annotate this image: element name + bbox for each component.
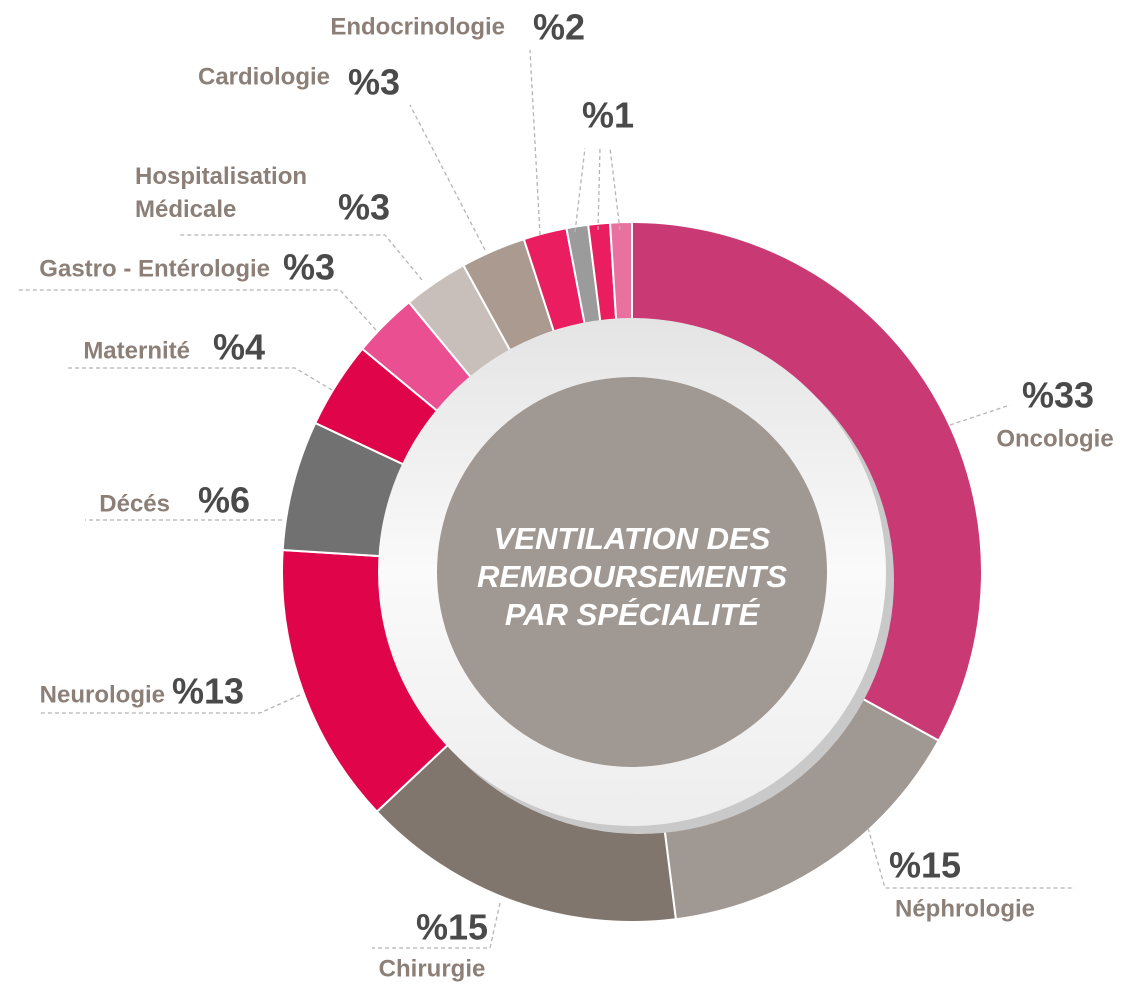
value-label: %3 xyxy=(338,187,390,228)
value-label: %13 xyxy=(172,671,244,712)
value-label: %15 xyxy=(416,907,488,948)
value-label: %1 xyxy=(582,95,634,136)
value-label: %15 xyxy=(889,845,961,886)
category-label: Hospitalisation Médicale xyxy=(135,163,308,223)
category-label: Neurologie xyxy=(40,681,165,708)
category-label: Endocrinologie xyxy=(330,13,505,40)
leader-line xyxy=(180,234,423,281)
leader-line xyxy=(867,827,1075,889)
center-disc xyxy=(437,377,827,767)
category-label: Néphrologie xyxy=(895,895,1035,922)
category-label: Décés xyxy=(99,490,170,517)
leader-line xyxy=(529,49,541,236)
leader-line xyxy=(38,694,301,714)
chart-title: VENTILATION DES REMBOURSEMENTS PAR SPÉCI… xyxy=(476,521,787,632)
category-label: Cardiologie xyxy=(198,63,330,90)
value-label: %4 xyxy=(213,327,265,368)
value-label: %3 xyxy=(348,62,400,103)
leader-line xyxy=(949,404,1011,426)
value-label: %2 xyxy=(533,7,585,48)
leader-line xyxy=(609,147,621,231)
leader-line xyxy=(18,289,377,331)
leader-line xyxy=(574,147,586,233)
value-label: %3 xyxy=(283,247,335,288)
leader-line xyxy=(65,367,333,391)
leader-line xyxy=(372,902,501,949)
value-label: %6 xyxy=(198,480,250,521)
leader-line xyxy=(597,147,601,231)
category-label: Maternité xyxy=(83,337,190,364)
category-label: Oncologie xyxy=(996,425,1113,452)
leader-line xyxy=(409,104,486,251)
value-label: %33 xyxy=(1022,375,1094,416)
category-label: Chirurgie xyxy=(379,955,486,982)
category-label: Gastro - Entérologie xyxy=(39,255,270,282)
